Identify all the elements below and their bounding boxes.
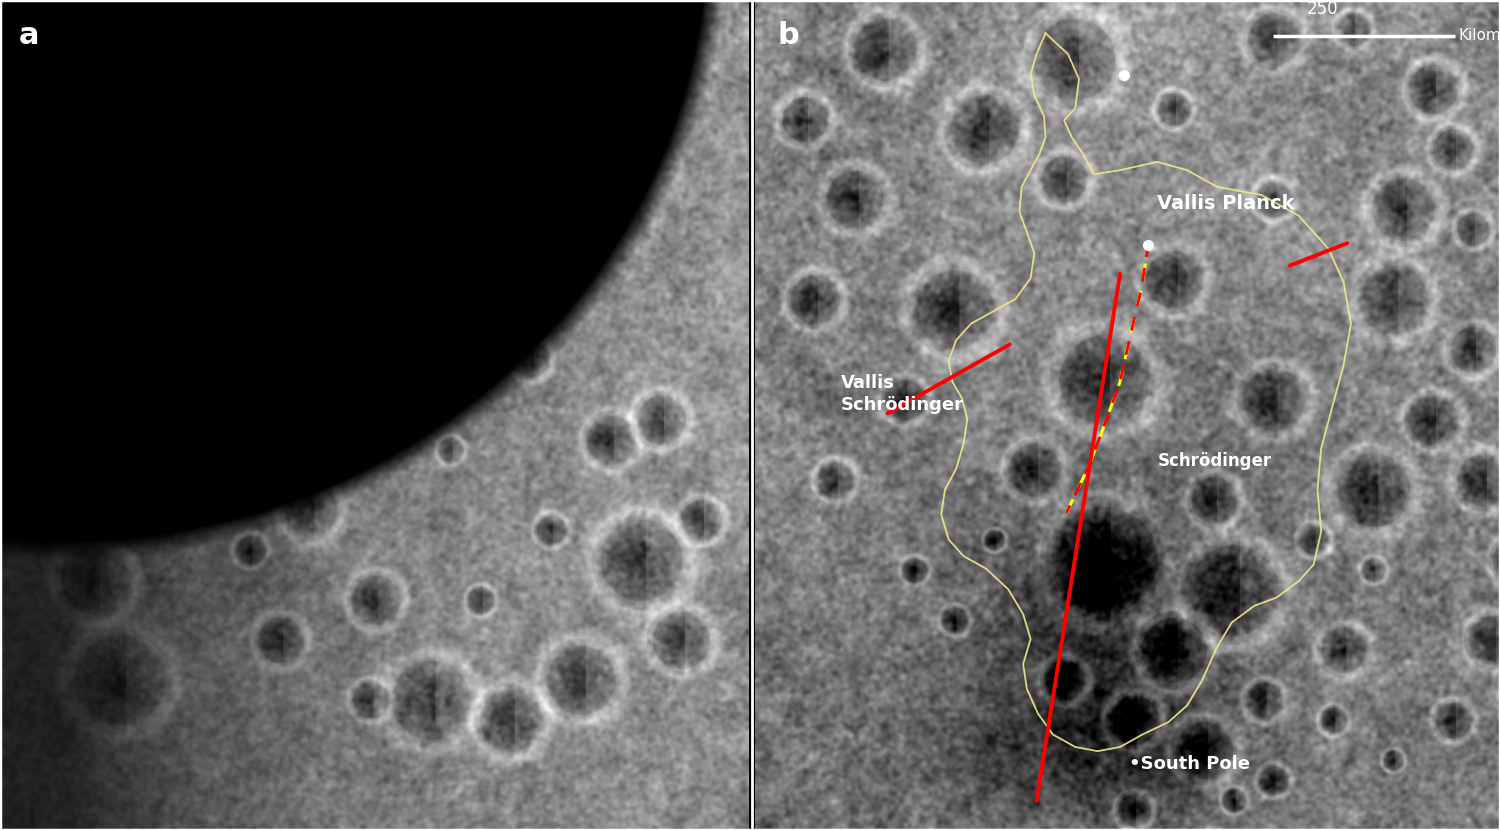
Text: Schrödinger: Schrödinger <box>1158 452 1272 470</box>
Text: Vallis Planck: Vallis Planck <box>1158 194 1294 212</box>
Text: Vallis
Schrödinger: Vallis Schrödinger <box>840 374 963 414</box>
Text: •South Pole: •South Pole <box>1130 754 1250 773</box>
Text: a: a <box>18 21 39 50</box>
Text: Kilometers: Kilometers <box>1458 28 1500 43</box>
Text: 250: 250 <box>1306 0 1338 18</box>
Text: b: b <box>777 21 800 50</box>
